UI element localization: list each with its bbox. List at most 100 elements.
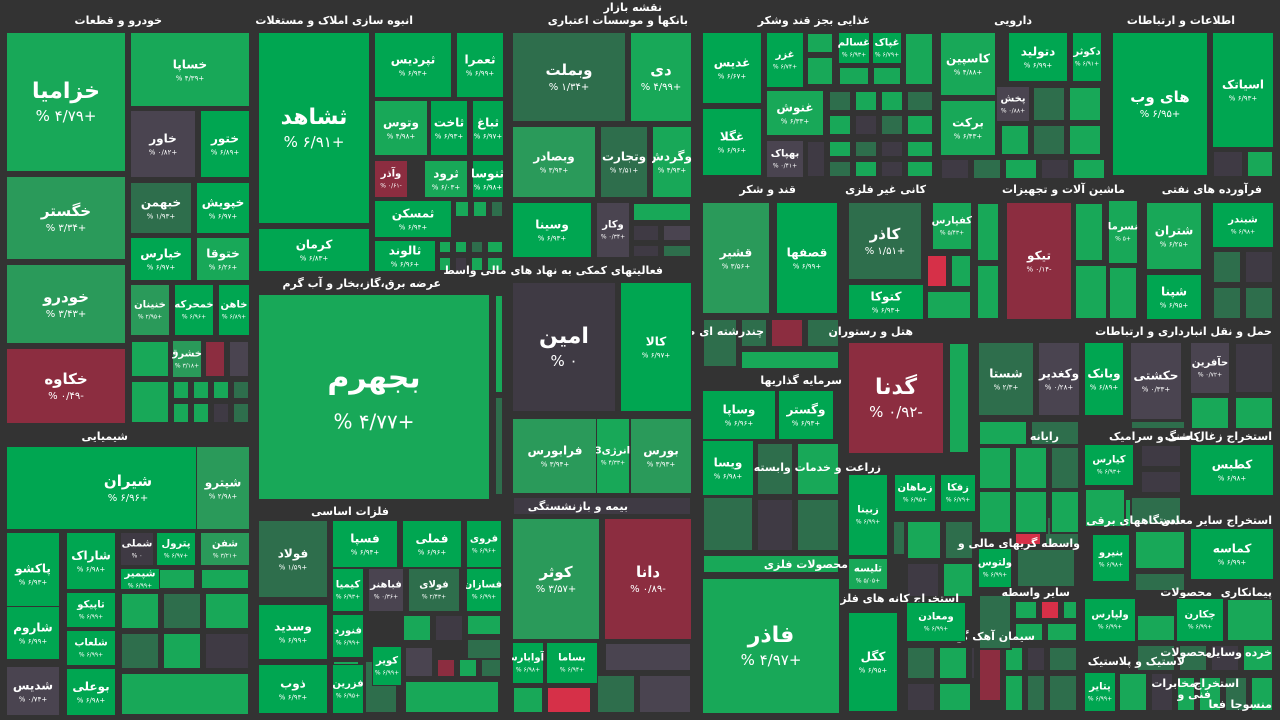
tile[interactable]: شبندر +۶/۹۸ % [1212, 202, 1274, 248]
tile[interactable] [1050, 446, 1080, 490]
tile[interactable] [1210, 644, 1240, 672]
tile[interactable]: خنینان +۲/۹۵ % [130, 284, 170, 336]
tile[interactable]: انرژی3 +۴/۳۳ % [596, 418, 630, 494]
tile[interactable]: دتولید +۶/۹۹ % [1008, 32, 1068, 82]
tile[interactable] [1074, 202, 1104, 262]
tile[interactable] [854, 90, 878, 112]
tile[interactable] [454, 200, 470, 218]
tile[interactable] [940, 158, 970, 180]
tile[interactable] [204, 340, 226, 378]
tile[interactable]: کوثر +۳/۵۷ % [512, 518, 600, 640]
tile[interactable] [546, 686, 592, 714]
tile[interactable]: ذوب +۶/۹۳ % [258, 664, 328, 714]
tile[interactable] [466, 638, 502, 660]
tile[interactable] [828, 140, 852, 158]
tile[interactable] [1244, 250, 1274, 284]
tile[interactable]: خکاوه -۰/۴۹ % [6, 348, 126, 424]
tile[interactable]: چکارن +۶/۹۹ % [1176, 598, 1224, 642]
tile[interactable]: تیکو -۰/۱۴ % [1006, 202, 1072, 320]
tile[interactable] [978, 646, 1002, 702]
tile[interactable] [970, 646, 976, 680]
tile[interactable]: قصفها +۶/۹۹ % [776, 202, 838, 314]
tile[interactable] [740, 350, 840, 370]
tile[interactable] [806, 140, 826, 178]
tile[interactable] [828, 90, 852, 112]
tile[interactable]: ویسا +۶/۹۸ % [702, 440, 754, 496]
tile[interactable] [938, 646, 968, 680]
tile[interactable] [1004, 674, 1024, 712]
tile[interactable] [120, 632, 160, 670]
tile[interactable]: وسدید +۶/۹۹ % [258, 604, 328, 660]
tile[interactable] [854, 140, 878, 158]
tile[interactable] [120, 672, 250, 716]
tile[interactable] [1190, 396, 1230, 430]
tile[interactable] [806, 32, 834, 54]
tile[interactable]: خزامیا +۴/۷۹ % [6, 32, 126, 172]
tile[interactable]: وبملت +۱/۳۴ % [512, 32, 626, 122]
tile[interactable] [1226, 598, 1274, 642]
tile[interactable]: وگستر +۶/۹۳ % [778, 390, 834, 440]
tile[interactable]: بورس +۳/۹۳ % [630, 418, 692, 494]
tile[interactable]: شملی ۰ % [120, 532, 154, 566]
tile[interactable] [204, 592, 250, 630]
tile[interactable] [838, 66, 870, 86]
tile[interactable] [978, 446, 1012, 490]
tile[interactable]: فروی +۶/۹۶ % [466, 520, 502, 568]
tile[interactable]: زماهان +۶/۹۵ % [894, 474, 936, 512]
tile[interactable]: خساپا +۴/۳۹ % [130, 32, 250, 107]
tile[interactable] [950, 254, 972, 288]
tile[interactable] [1136, 644, 1176, 672]
tile[interactable]: ثنوسا +۶/۹۸ % [472, 160, 504, 198]
tile[interactable] [434, 614, 464, 642]
tile[interactable] [438, 240, 452, 254]
tile[interactable] [632, 202, 692, 222]
tile[interactable] [1068, 86, 1102, 122]
tile[interactable]: کویر +۶/۹۹ % [372, 646, 402, 686]
tile[interactable] [1118, 672, 1148, 712]
tile[interactable] [926, 290, 972, 320]
tile[interactable] [892, 520, 906, 556]
tile[interactable] [972, 158, 1002, 180]
tile[interactable]: دی +۴/۹۹ % [630, 32, 692, 122]
tile[interactable] [454, 240, 468, 254]
tile[interactable] [1050, 490, 1080, 534]
tile[interactable]: خپویش +۶/۹۷ % [196, 182, 250, 234]
tile[interactable]: ثشاهد +۶/۹۱ % [258, 32, 370, 224]
tile[interactable]: تاپیکو +۶/۹۹ % [66, 592, 116, 628]
tile[interactable]: ثعمرا +۶/۹۹ % [456, 32, 504, 98]
tile[interactable] [192, 380, 210, 400]
tile[interactable] [1130, 420, 1186, 430]
tile[interactable]: شفن +۳/۲۱ % [200, 532, 250, 566]
tile[interactable] [1176, 676, 1196, 712]
tile[interactable]: بجهرم +۴/۷۷ % [258, 294, 490, 500]
tile[interactable] [1030, 420, 1080, 446]
tile[interactable] [1026, 674, 1046, 712]
tile[interactable] [854, 160, 878, 178]
tile[interactable] [494, 396, 504, 496]
tile[interactable] [1014, 600, 1038, 620]
tile[interactable] [156, 568, 196, 590]
tile[interactable] [1212, 250, 1242, 284]
tile[interactable] [470, 256, 484, 272]
tile[interactable]: خودرو +۳/۴۳ % [6, 264, 126, 344]
tile[interactable]: کاسپین +۴/۸۸ % [940, 32, 996, 96]
tile[interactable] [1140, 444, 1182, 468]
tile[interactable]: قشیر +۳/۵۶ % [702, 202, 770, 314]
tile[interactable]: وکغدیر +۰/۲۸ % [1038, 342, 1080, 416]
tile[interactable] [702, 554, 840, 574]
tile[interactable] [632, 244, 660, 258]
tile[interactable]: فرابورس +۳/۹۴ % [512, 418, 598, 494]
tile[interactable]: کیمیا +۶/۹۳ % [332, 568, 364, 612]
tile[interactable] [604, 642, 692, 672]
tile[interactable]: کطبس +۶/۹۸ % [1190, 444, 1274, 496]
tile[interactable]: آوابارس +۶/۹۸ % [512, 642, 544, 684]
tile[interactable]: شپمیر +۶/۹۹ % [120, 568, 160, 590]
tile[interactable] [662, 244, 692, 258]
tile[interactable]: وساپا +۶/۹۶ % [702, 390, 776, 440]
tile[interactable]: کماسه +۶/۹۹ % [1190, 528, 1274, 580]
tile[interactable] [1244, 286, 1274, 320]
tile[interactable]: بهپاک +۰/۴۱ % [766, 140, 804, 178]
tile[interactable] [232, 380, 250, 400]
tile[interactable]: شلعاب +۶/۹۹ % [66, 630, 116, 666]
tile[interactable] [228, 340, 250, 378]
